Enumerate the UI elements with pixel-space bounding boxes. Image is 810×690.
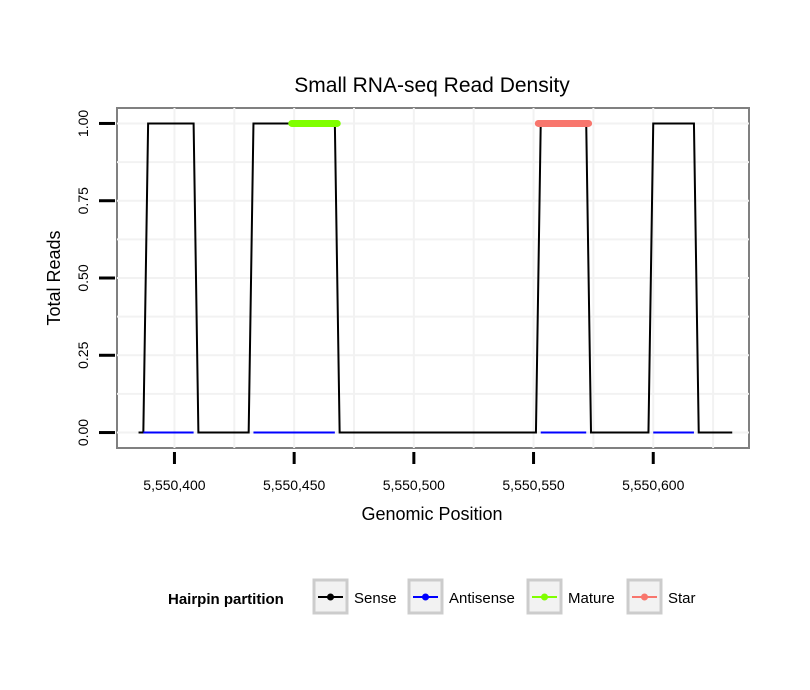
series-line-sense <box>138 122 733 434</box>
y-tick-label: 0.00 <box>75 419 91 446</box>
chart-title: Small RNA-seq Read Density <box>294 74 570 97</box>
x-tick-label: 5,550,500 <box>383 477 445 493</box>
y-axis: 0.00 0.25 0.50 0.75 1.00 <box>75 110 115 446</box>
y-axis-label: Total Reads <box>44 230 64 325</box>
legend-key-dot-antisense <box>422 593 429 601</box>
x-axis-label: Genomic Position <box>361 504 502 524</box>
legend-label-antisense: Antisense <box>449 590 515 607</box>
series-lines <box>138 119 733 434</box>
legend-label-star: Star <box>668 590 696 607</box>
y-tick-label: 0.75 <box>75 187 91 214</box>
x-tick-label: 5,550,600 <box>622 477 684 493</box>
legend-title: Hairpin partition <box>168 591 284 608</box>
legend-label-sense: Sense <box>354 590 397 607</box>
legend: Hairpin partition Sense Antisense Mature St… <box>168 578 696 615</box>
legend-key-dot-sense <box>327 593 334 601</box>
x-tick-label: 5,550,550 <box>502 477 564 493</box>
y-tick-label: 0.50 <box>75 264 91 291</box>
y-tick-label: 0.25 <box>75 341 91 368</box>
legend-label-mature: Mature <box>568 590 615 607</box>
x-axis: 5,550,400 5,550,450 5,550,500 5,550,550 5,55… <box>143 452 685 493</box>
y-tick-label: 1.00 <box>75 110 91 137</box>
x-tick-label: 5,550,450 <box>263 477 325 493</box>
legend-key-dot-mature <box>541 593 548 601</box>
legend-key-dot-star <box>641 593 648 601</box>
x-tick-label: 5,550,400 <box>143 477 205 493</box>
